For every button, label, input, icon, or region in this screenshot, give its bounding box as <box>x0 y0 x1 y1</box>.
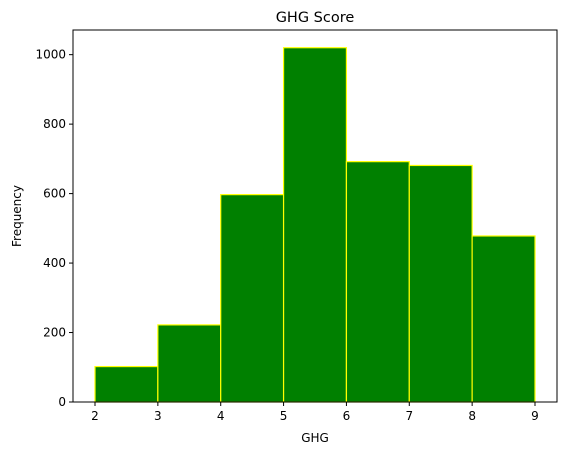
x-tick-label: 9 <box>531 409 539 423</box>
y-tick-label: 400 <box>43 256 66 270</box>
bars-group <box>94 47 536 403</box>
y-tick-label: 800 <box>43 117 66 131</box>
plot-frame <box>72 29 558 403</box>
x-axis-label: GHG <box>301 431 329 445</box>
chart-title: GHG Score <box>276 10 355 26</box>
y-tick-label: 600 <box>43 187 66 201</box>
x-axis-ticks: 2 3 4 5 6 7 8 9 <box>91 402 539 423</box>
histogram-bar <box>94 365 159 403</box>
histogram-bar <box>345 161 410 403</box>
y-axis-ticks: 0 200 400 600 800 1000 <box>35 48 73 409</box>
histogram-bar <box>282 47 348 403</box>
x-tick-label: 6 <box>343 409 351 423</box>
y-tick-label: 200 <box>43 326 66 340</box>
histogram-bar <box>157 324 222 403</box>
x-tick-label: 5 <box>280 409 288 423</box>
y-tick-label: 0 <box>58 395 66 409</box>
x-tick-label: 2 <box>91 409 99 423</box>
histogram-bar <box>408 164 473 403</box>
histogram-bar <box>471 235 536 403</box>
x-tick-label: 8 <box>468 409 476 423</box>
x-tick-label: 3 <box>154 409 162 423</box>
x-tick-label: 4 <box>217 409 225 423</box>
y-tick-label: 1000 <box>35 48 66 62</box>
y-axis-label: Frequency <box>10 185 24 247</box>
histogram-bar <box>220 194 285 403</box>
x-tick-label: 7 <box>405 409 413 423</box>
